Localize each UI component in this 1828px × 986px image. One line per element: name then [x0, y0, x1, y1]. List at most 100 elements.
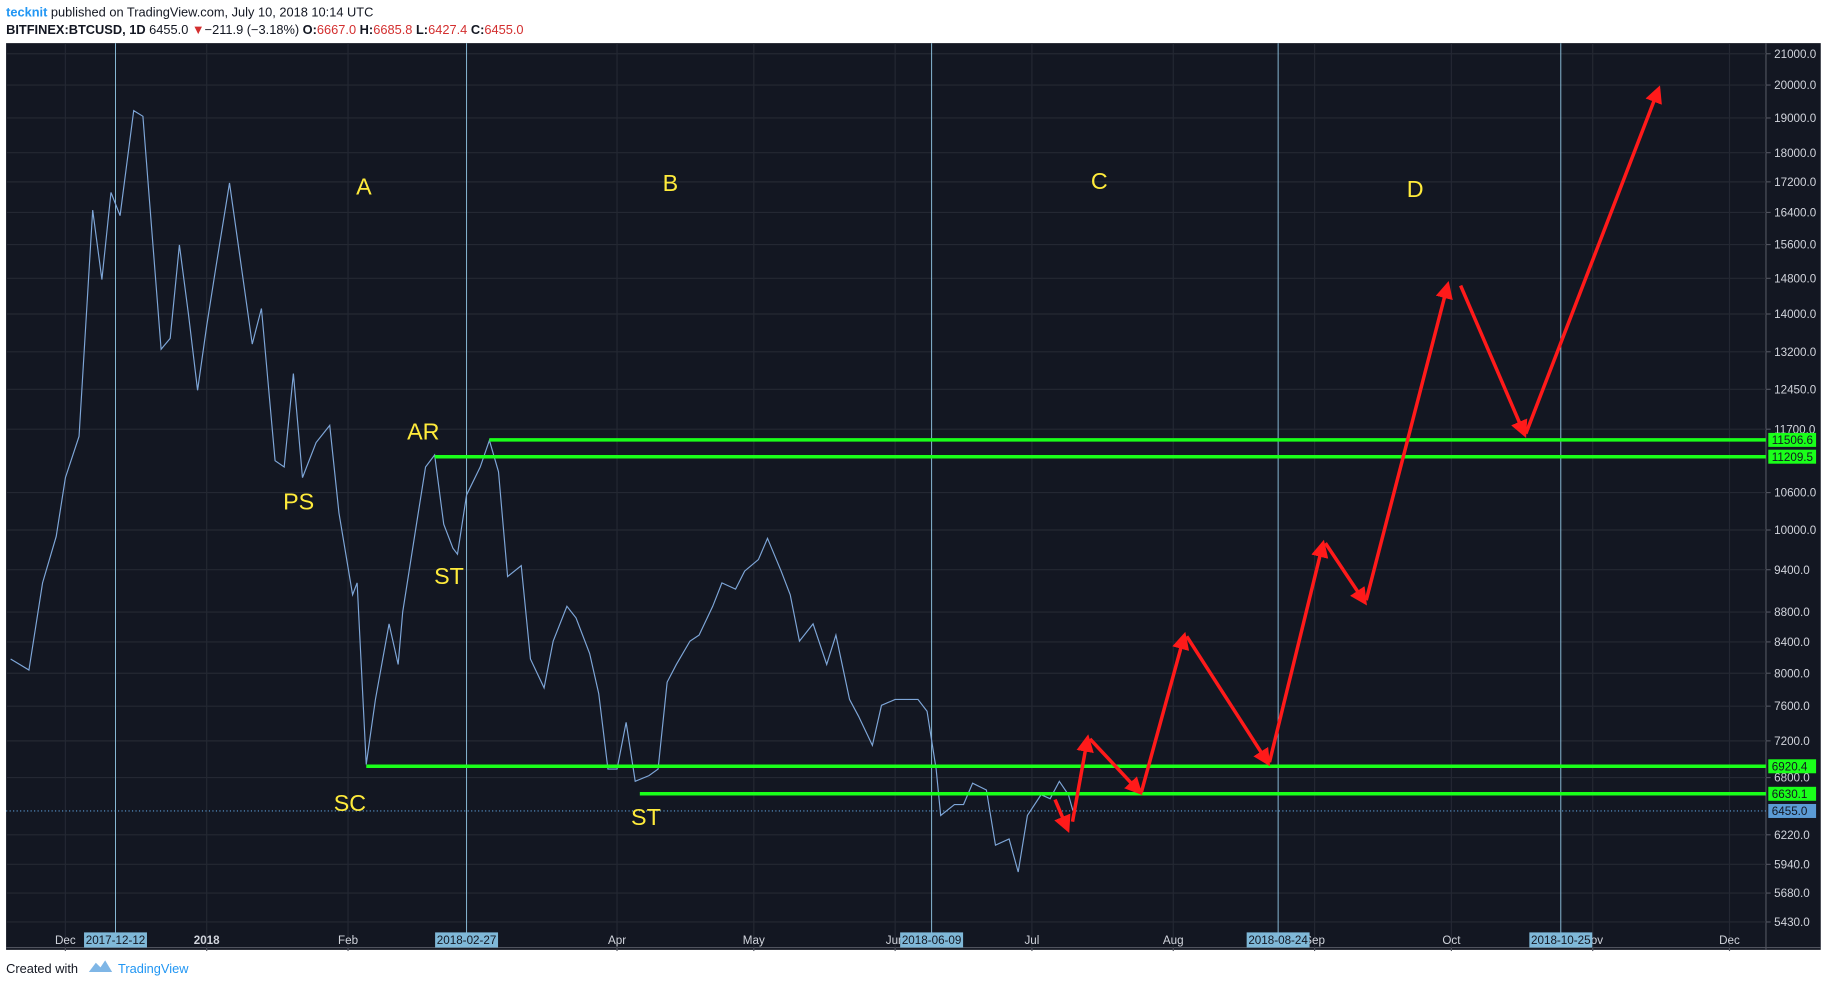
x-tick-label: Apr — [608, 934, 626, 947]
y-tick-label: 8800.0 — [1774, 606, 1810, 619]
projection-arrow — [1053, 798, 1071, 834]
ohlc-o-label: O: — [303, 22, 317, 37]
y-tick-label: 16400.0 — [1774, 207, 1817, 220]
annotation: ST — [434, 563, 464, 589]
annotation: PS — [283, 488, 314, 514]
annotation: D — [1407, 176, 1424, 202]
y-tick-label: 5430.0 — [1774, 916, 1810, 929]
marker-label: 2018-02-27 — [437, 934, 497, 947]
y-tick-label: 19000.0 — [1774, 112, 1817, 125]
chart-background — [6, 43, 1821, 950]
ohlc-c: 6455.0 — [484, 22, 523, 37]
ohlc-l-label: L: — [416, 22, 428, 37]
projection-arrow — [1323, 542, 1367, 606]
projection-arrow — [1267, 539, 1329, 763]
projection-arrow — [1088, 737, 1143, 796]
y-tick-label: 10000.0 — [1774, 524, 1817, 537]
y-tick-label: 8000.0 — [1774, 667, 1810, 680]
projection-arrow — [1364, 280, 1453, 601]
marker-label: 2018-08-24 — [1248, 934, 1308, 947]
plot-clip — [6, 43, 1766, 948]
projection-arrow — [1459, 284, 1528, 438]
x-tick-label: Feb — [338, 934, 358, 947]
y-tick-label: 9400.0 — [1774, 564, 1810, 577]
y-tick-label: 6220.0 — [1774, 829, 1810, 842]
x-tick-label: Jun — [886, 934, 905, 947]
y-tick-label: 18000.0 — [1774, 147, 1817, 160]
y-tick-label: 20000.0 — [1774, 79, 1817, 92]
symbol-line: BITFINEX:BTCUSD, 1D 6455.0 ▼−211.9 (−3.1… — [6, 22, 523, 37]
level-label-bg — [1768, 786, 1817, 801]
x-tick-label: Aug — [1163, 934, 1184, 947]
y-tick-label: 14800.0 — [1774, 272, 1817, 285]
ohlc-h-label: H: — [360, 22, 374, 37]
price-line — [10, 109, 1074, 873]
y-tick-label: 7600.0 — [1774, 700, 1810, 713]
published: published on TradingView.com, July 10, 2… — [51, 4, 373, 19]
y-tick-label: 5940.0 — [1774, 858, 1810, 871]
y-tick-label: 8400.0 — [1774, 636, 1810, 649]
level-label-bg — [1768, 759, 1817, 774]
annotation: AR — [407, 418, 439, 444]
marker-label-bg — [435, 932, 499, 948]
y-tick-label: 5680.0 — [1774, 887, 1810, 900]
last-price-label: 6455.0 — [1772, 805, 1808, 818]
y-tick-label: 7200.0 — [1774, 735, 1810, 748]
annotation: B — [663, 170, 679, 196]
symbol: BITFINEX:BTCUSD, 1D — [6, 22, 146, 37]
projection-arrow — [1070, 734, 1094, 822]
ohlc-l: 6427.4 — [428, 22, 467, 37]
projection-arrow — [1185, 635, 1271, 767]
overlay: A B C D AR PS ST SC ST — [283, 85, 1662, 834]
level-label-bg — [1768, 449, 1817, 464]
level-label: 6630.1 — [1772, 788, 1808, 801]
x-tick-label: Dec — [55, 934, 76, 947]
ohlc-c-label: C: — [471, 22, 485, 37]
y-tick-label: 21000.0 — [1774, 48, 1817, 61]
publish-line: tecknit published on TradingView.com, Ju… — [6, 4, 373, 19]
brand[interactable]: TradingView — [118, 961, 189, 976]
level-label: 6920.4 — [1772, 760, 1808, 773]
y-tick-label: 13200.0 — [1774, 346, 1817, 359]
level-label: 11209.5 — [1772, 451, 1813, 464]
annotation: A — [356, 174, 372, 200]
x-tick-label: May — [743, 934, 765, 947]
level-label: 11506.6 — [1772, 434, 1813, 447]
marker-label-bg — [84, 932, 147, 948]
x-tick-label: Jul — [1024, 934, 1039, 947]
projection-arrow — [1139, 631, 1190, 793]
author[interactable]: tecknit — [6, 4, 48, 19]
ohlc-o: 6667.0 — [317, 22, 356, 37]
marker-label: 2018-06-09 — [902, 934, 962, 947]
annotation: SC — [334, 790, 366, 816]
change: −211.9 (−3.18%) — [205, 22, 300, 37]
logo — [88, 960, 113, 973]
annotation: ST — [631, 804, 661, 830]
axes: 5430.0 5680.0 5940.0 6220.0 6800.0 7200.0 7600… — [55, 48, 1817, 952]
created-with: Created with — [6, 961, 78, 976]
y-tick-label: 6800.0 — [1774, 772, 1810, 785]
x-tick-label: 2018 — [194, 934, 220, 947]
marker-label: 2017-12-12 — [86, 934, 146, 947]
projection-arrow — [1524, 85, 1662, 435]
y-tick-label: 15600.0 — [1774, 239, 1817, 252]
ohlc-h: 6685.8 — [373, 22, 412, 37]
plot — [6, 43, 1766, 948]
x-tick-label: Dec — [1719, 934, 1740, 947]
y-tick-label: 12450.0 — [1774, 383, 1817, 396]
marker-label: 2018-10-25 — [1531, 934, 1591, 947]
change-arrow: ▼ — [192, 22, 205, 37]
x-tick-label: Oct — [1442, 934, 1461, 947]
marker-label-bg — [900, 932, 964, 948]
price: 6455.0 — [149, 22, 188, 37]
level-label-bg — [1768, 432, 1817, 447]
last-price-label-bg — [1768, 803, 1817, 818]
marker-label-bg — [1246, 932, 1310, 948]
y-tick-label: 14000.0 — [1774, 308, 1817, 321]
y-tick-label: 17200.0 — [1774, 176, 1817, 189]
marker-label-bg — [1529, 932, 1593, 948]
annotation: C — [1091, 168, 1108, 194]
y-tick-label: 10600.0 — [1774, 487, 1817, 500]
